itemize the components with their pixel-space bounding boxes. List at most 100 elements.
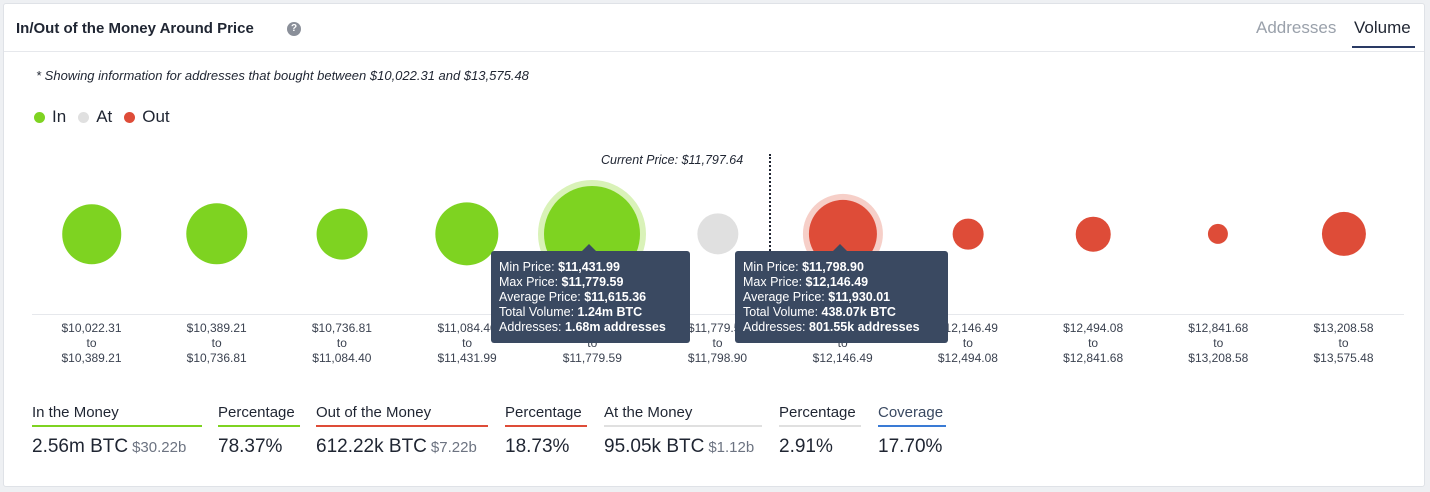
bubble-column xyxy=(154,164,279,309)
range-label: $13,208.58 to $13,575.48 xyxy=(1313,321,1374,365)
stat-label: Coverage xyxy=(878,404,944,421)
bubble-in[interactable] xyxy=(61,204,122,264)
stat-value: 2.56m BTC xyxy=(32,436,129,457)
stat-bar xyxy=(316,425,488,427)
stat-label: At the Money xyxy=(604,404,693,421)
tooltip-avg-label: Average Price: xyxy=(499,290,581,304)
stat-label: Percentage xyxy=(505,404,582,421)
bubble-in[interactable] xyxy=(185,203,248,265)
stat-sub-value: $7.22b xyxy=(430,439,477,456)
stat-value: 18.73% xyxy=(505,436,570,457)
tooltip-vol-label: Total Volume: xyxy=(743,305,819,319)
stat-bar xyxy=(505,425,587,427)
current-price-marker xyxy=(769,154,771,254)
stat-out-percentage: Percentage 18.73% xyxy=(505,404,587,458)
header-divider xyxy=(4,51,1424,52)
stat-in-the-money: In the Money 2.56m BTC $30.22b xyxy=(32,404,202,458)
question-circle-icon[interactable]: ? xyxy=(287,22,301,36)
tooltip-min-value: $11,431.99 xyxy=(558,260,620,274)
stat-sub-value: $30.22b xyxy=(132,439,187,456)
stat-coverage: Coverage 17.70% xyxy=(878,404,946,458)
tooltip-vol-value: 1.24m BTC xyxy=(577,305,643,319)
tooltip-max-value: $12,146.49 xyxy=(805,275,869,289)
stat-bar xyxy=(779,425,861,427)
stat-value: 17.70% xyxy=(878,436,943,457)
range-label: $10,389.21 to $10,736.81 xyxy=(186,321,247,365)
bubble-at[interactable] xyxy=(696,213,739,255)
range-label: $12,494.08 to $12,841.68 xyxy=(1063,321,1124,365)
bubble-column xyxy=(405,164,530,309)
legend-dot-in xyxy=(34,111,45,123)
current-price-label: Current Price: $11,797.64 xyxy=(601,153,744,167)
stat-label: Percentage xyxy=(779,404,856,421)
tooltip-min-label: Min Price: xyxy=(499,260,555,274)
tooltip-avg-label: Average Price: xyxy=(743,290,825,304)
bubble-out[interactable] xyxy=(1321,211,1366,257)
bubble-column xyxy=(279,164,404,309)
legend-label-out: Out xyxy=(142,107,170,126)
bubble-column xyxy=(905,164,1030,309)
stat-value: 612.22k BTC xyxy=(316,436,427,457)
tooltip-addr-value: 801.55k addresses xyxy=(809,320,920,334)
legend-item-at[interactable]: At xyxy=(78,107,112,127)
tooltip-addr-label: Addresses: xyxy=(499,320,562,334)
range-note: * Showing information for addresses that… xyxy=(36,68,529,83)
tab-volume[interactable]: Volume xyxy=(1354,18,1411,37)
bubble-in[interactable] xyxy=(435,202,499,266)
legend: In At Out xyxy=(34,107,182,127)
iomap-card: In/Out of the Money Around Price ? Addre… xyxy=(3,3,1425,487)
legend-dot-out xyxy=(124,111,136,123)
tooltip-min-value: $11,798.90 xyxy=(802,260,864,274)
tab-addresses[interactable]: Addresses xyxy=(1256,18,1337,37)
legend-dot-at xyxy=(78,111,90,123)
legend-label-in: In xyxy=(52,107,67,126)
bubble-column xyxy=(1156,164,1281,309)
tooltip-max-value: $11,779.59 xyxy=(561,275,624,289)
bubble-out[interactable] xyxy=(952,218,984,250)
stat-label: In the Money xyxy=(32,404,119,421)
bubble-in[interactable] xyxy=(316,208,368,260)
tooltip-min-label: Min Price: xyxy=(743,260,799,274)
bubble-column xyxy=(29,164,154,309)
active-tab-indicator xyxy=(1352,46,1415,48)
stat-in-percentage: Percentage 78.37% xyxy=(218,404,300,458)
bubble-out[interactable] xyxy=(1208,223,1229,245)
card-title: In/Out of the Money Around Price xyxy=(16,20,254,37)
range-label: $12,841.68 to $13,208.58 xyxy=(1188,321,1249,365)
bubble-column xyxy=(1281,164,1406,309)
stat-out-of-the-money: Out of the Money 612.22k BTC $7.22b xyxy=(316,404,488,458)
range-label: $10,022.31 to $10,389.21 xyxy=(61,321,122,365)
tooltip-addr-label: Addresses: xyxy=(743,320,806,334)
stat-label: Out of the Money xyxy=(316,404,432,421)
stat-value: 78.37% xyxy=(218,436,283,457)
stat-bar xyxy=(32,425,202,427)
tooltip-avg-value: $11,930.01 xyxy=(828,290,891,304)
stat-bar xyxy=(218,425,300,427)
bubble-column xyxy=(1031,164,1156,309)
legend-item-out[interactable]: Out xyxy=(124,107,170,127)
stat-at-the-money: At the Money 95.05k BTC $1.12b xyxy=(604,404,762,458)
range-label: $10,736.81 to $11,084.40 xyxy=(311,321,372,365)
tooltip-vol-value: 438.07k BTC xyxy=(821,305,896,319)
stat-value: 2.91% xyxy=(779,436,833,457)
stat-sub-value: $1.12b xyxy=(708,439,755,456)
stat-bar xyxy=(878,425,946,427)
tooltip-out-range: Min Price: $11,798.90 Max Price: $12,146… xyxy=(735,244,948,343)
tooltip-addr-value: 1.68m addresses xyxy=(565,320,666,334)
legend-label-at: At xyxy=(96,107,113,126)
tooltip-max-label: Max Price: xyxy=(499,275,559,289)
bubble-out[interactable] xyxy=(1075,216,1111,252)
tooltip-max-label: Max Price: xyxy=(743,275,803,289)
tooltip-avg-value: $11,615.36 xyxy=(584,290,647,304)
tooltip-in-range: Min Price: $11,431.99 Max Price: $11,779… xyxy=(491,244,690,343)
stat-label: Percentage xyxy=(218,404,295,421)
tooltip-vol-label: Total Volume: xyxy=(499,305,575,319)
range-label: $11,084.40 to $11,431.99 xyxy=(437,321,497,365)
range-label: $12,146.49 to $12,494.08 xyxy=(937,321,998,365)
bubble-column xyxy=(655,164,780,309)
range-label: $11,779.59 to $11,798.90 xyxy=(687,321,748,365)
stat-bar xyxy=(604,425,762,427)
axis-divider xyxy=(32,314,1404,315)
legend-item-in[interactable]: In xyxy=(34,107,66,127)
stat-value: 95.05k BTC xyxy=(604,436,705,457)
